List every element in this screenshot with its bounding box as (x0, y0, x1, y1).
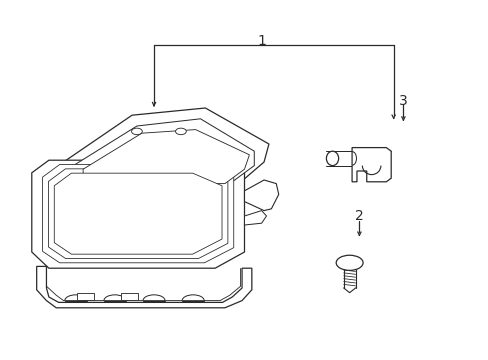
Text: 2: 2 (354, 209, 363, 223)
Polygon shape (32, 160, 244, 268)
Text: 3: 3 (398, 94, 407, 108)
Polygon shape (42, 165, 233, 263)
Polygon shape (244, 180, 278, 211)
Polygon shape (48, 169, 227, 258)
Polygon shape (37, 266, 251, 308)
Polygon shape (73, 119, 254, 184)
Polygon shape (54, 173, 222, 254)
Polygon shape (244, 211, 266, 225)
Text: 1: 1 (257, 35, 265, 48)
Bar (77, 293, 94, 300)
Polygon shape (63, 108, 268, 187)
Polygon shape (83, 130, 249, 184)
Ellipse shape (131, 128, 142, 135)
Ellipse shape (325, 151, 338, 166)
Ellipse shape (175, 128, 186, 135)
Bar (121, 293, 138, 300)
Ellipse shape (336, 255, 362, 270)
Polygon shape (351, 148, 390, 182)
